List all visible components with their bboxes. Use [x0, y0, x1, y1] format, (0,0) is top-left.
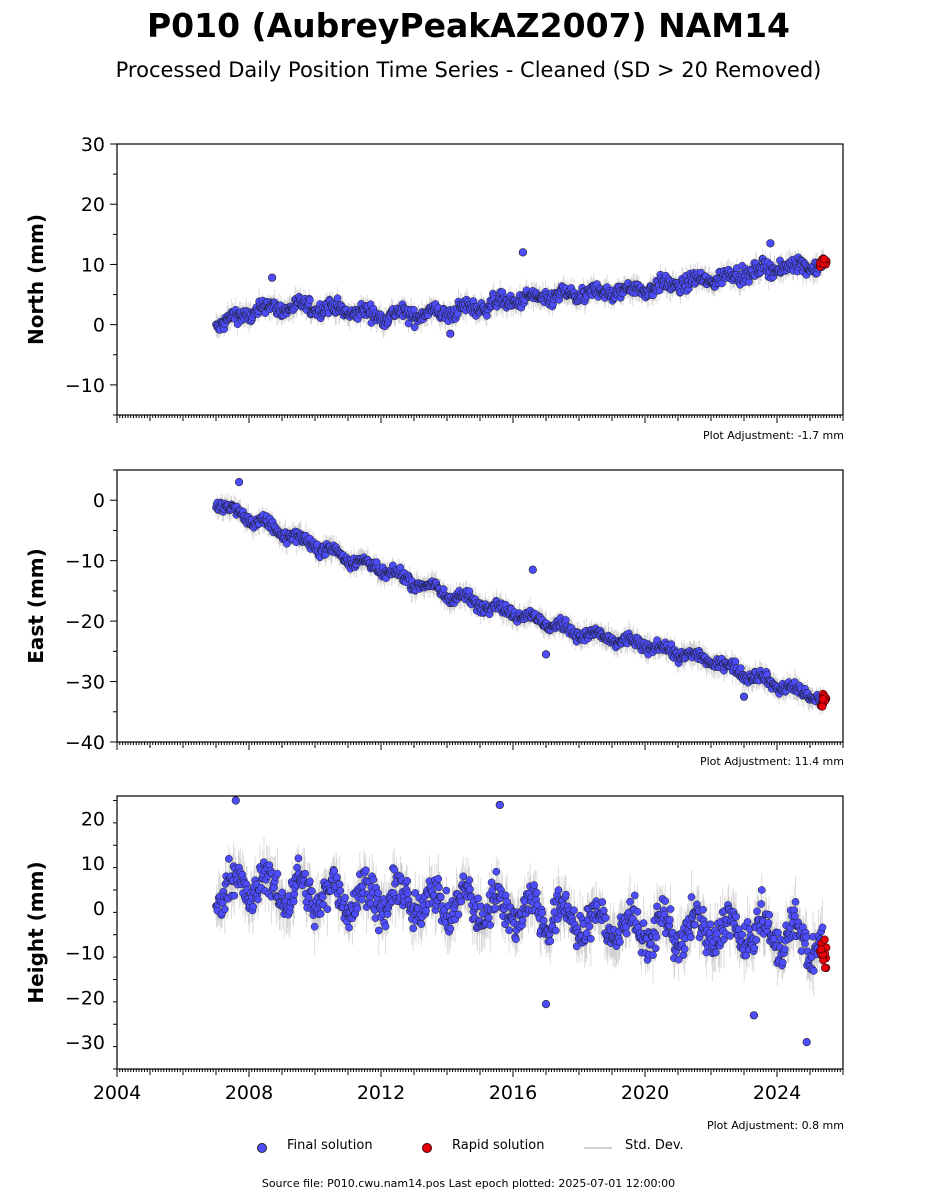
y-tick-label: 20 — [81, 194, 105, 216]
final-point-outlier — [739, 692, 749, 701]
final-point-outlier — [268, 273, 277, 282]
y-axis-label: North (mm) — [24, 214, 48, 345]
panel-0: −10 0 10 20 30 North (mm) — [24, 134, 844, 423]
y-tick-label: −10 — [65, 551, 105, 573]
final-solution-points — [212, 239, 828, 338]
final-point-outlier — [518, 248, 528, 257]
y-tick-label: −10 — [65, 375, 105, 397]
final-point-outlier — [528, 565, 537, 574]
final-point — [333, 294, 342, 303]
chart-title: P010 (AubreyPeakAZ2007) NAM14 — [146, 6, 791, 45]
final-point — [410, 323, 419, 332]
final-point-outlier — [541, 650, 551, 659]
y-tick-label: −30 — [65, 672, 105, 694]
y-tick-label: 30 — [81, 134, 105, 156]
rapid-point — [818, 702, 827, 711]
final-point — [562, 616, 570, 624]
y-axis-label: East (mm) — [24, 548, 48, 664]
rapid-point — [818, 695, 828, 704]
rapid-point — [820, 254, 829, 264]
final-solution-points — [212, 477, 828, 707]
rapid-solution-points — [816, 689, 831, 711]
plot-area-0 — [212, 239, 831, 340]
y-tick-label: −40 — [65, 732, 105, 754]
final-point — [731, 657, 740, 666]
y-tick-label: 10 — [81, 254, 105, 276]
final-point — [439, 585, 448, 593]
rapid-solution-points — [815, 254, 831, 271]
plot-area-1 — [212, 477, 831, 716]
plot-area-2 — [212, 796, 831, 1047]
y-tick-label: −20 — [65, 611, 105, 633]
panel-1: −40 −30 −20 −10 0 East (mm) — [24, 469, 844, 754]
final-point-outlier — [235, 477, 244, 487]
final-point — [736, 664, 745, 672]
y-tick-label: 0 — [93, 315, 105, 337]
final-point — [482, 311, 491, 320]
final-point-outlier — [446, 329, 455, 338]
stddev-bars — [215, 492, 824, 716]
y-tick-label: 0 — [93, 490, 105, 512]
final-point-outlier — [766, 239, 775, 248]
chart-subtitle: Processed Daily Position Time Series - C… — [115, 58, 822, 82]
final-point — [306, 296, 314, 304]
